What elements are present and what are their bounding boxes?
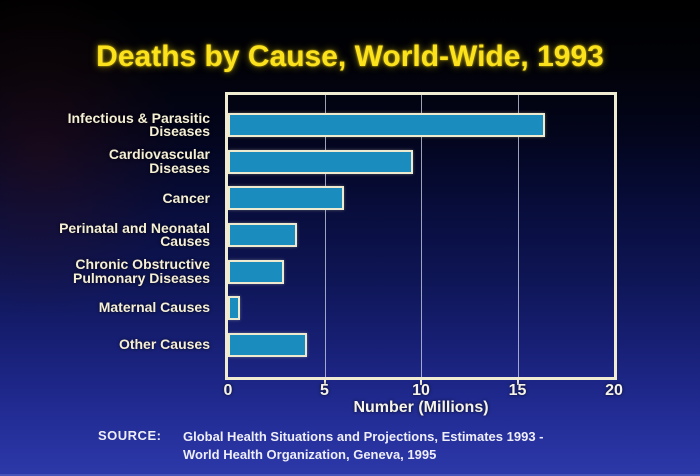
category-label: Cancer	[162, 189, 210, 206]
category-row: Infectious & Parasitic Diseases	[10, 107, 210, 144]
bar	[228, 259, 284, 284]
bar-row	[228, 144, 614, 181]
tick-number: 5	[320, 382, 329, 399]
bar	[228, 223, 298, 248]
category-row: Cardiovascular Diseases	[10, 144, 210, 181]
x-axis-tick-marks	[225, 380, 617, 386]
bar-row	[228, 326, 614, 363]
category-row: Cancer	[10, 180, 210, 217]
bar-row	[228, 107, 614, 144]
category-row: Chronic Obstructive Pulmonary Diseases	[10, 253, 210, 290]
tick-mark	[516, 380, 519, 385]
category-row: Other Causes	[10, 326, 210, 363]
source-line: Global Health Situations and Projections…	[183, 429, 544, 444]
bar	[228, 332, 308, 357]
category-label: Other Causes	[118, 336, 210, 352]
slide-bottom-edge	[0, 474, 700, 476]
bar-row	[228, 290, 614, 327]
gridline	[324, 95, 326, 377]
category-label: Chronic Obstructive Pulmonary Diseases	[73, 256, 210, 286]
tick-number: 0	[223, 382, 233, 399]
category-label: Perinatal and Neonatal Causes	[59, 219, 210, 250]
bar-row	[228, 180, 614, 217]
source-text: Global Health Situations and Projections…	[183, 428, 543, 464]
chart-title: Deaths by Cause, World-Wide, 1993	[96, 40, 604, 73]
category-row: Maternal Causes	[10, 290, 210, 327]
category-row: Perinatal and Neonatal Causes	[10, 217, 210, 254]
bar	[228, 113, 545, 138]
bar-row	[228, 253, 614, 290]
bar	[228, 186, 344, 211]
tick-number: 20	[605, 382, 623, 399]
tick-mark	[420, 380, 422, 385]
bar-row	[228, 217, 614, 254]
bar	[228, 149, 414, 174]
gridline	[421, 95, 422, 377]
category-label: Cardiovascular Diseases	[108, 146, 210, 176]
x-axis-label: Number (Millions)	[353, 399, 489, 416]
category-label: Infectious & Parasitic Diseases	[67, 109, 210, 140]
bars-container	[228, 95, 614, 377]
category-label: Maternal Causes	[98, 299, 210, 316]
plot-area	[225, 92, 617, 380]
x-axis-tick-labels: 0 5 10 15 20	[223, 382, 623, 400]
source-line: World Health Organization, Geneva, 1995	[183, 447, 437, 462]
bar	[228, 296, 240, 321]
tick-number: 15	[508, 382, 527, 399]
tick-mark	[323, 380, 326, 385]
source-label: SOURCE:	[98, 428, 162, 443]
category-labels: Infectious & Parasitic Diseases Cardiovas…	[10, 92, 218, 380]
gridline	[517, 95, 519, 377]
tick-number: 10	[412, 382, 430, 399]
